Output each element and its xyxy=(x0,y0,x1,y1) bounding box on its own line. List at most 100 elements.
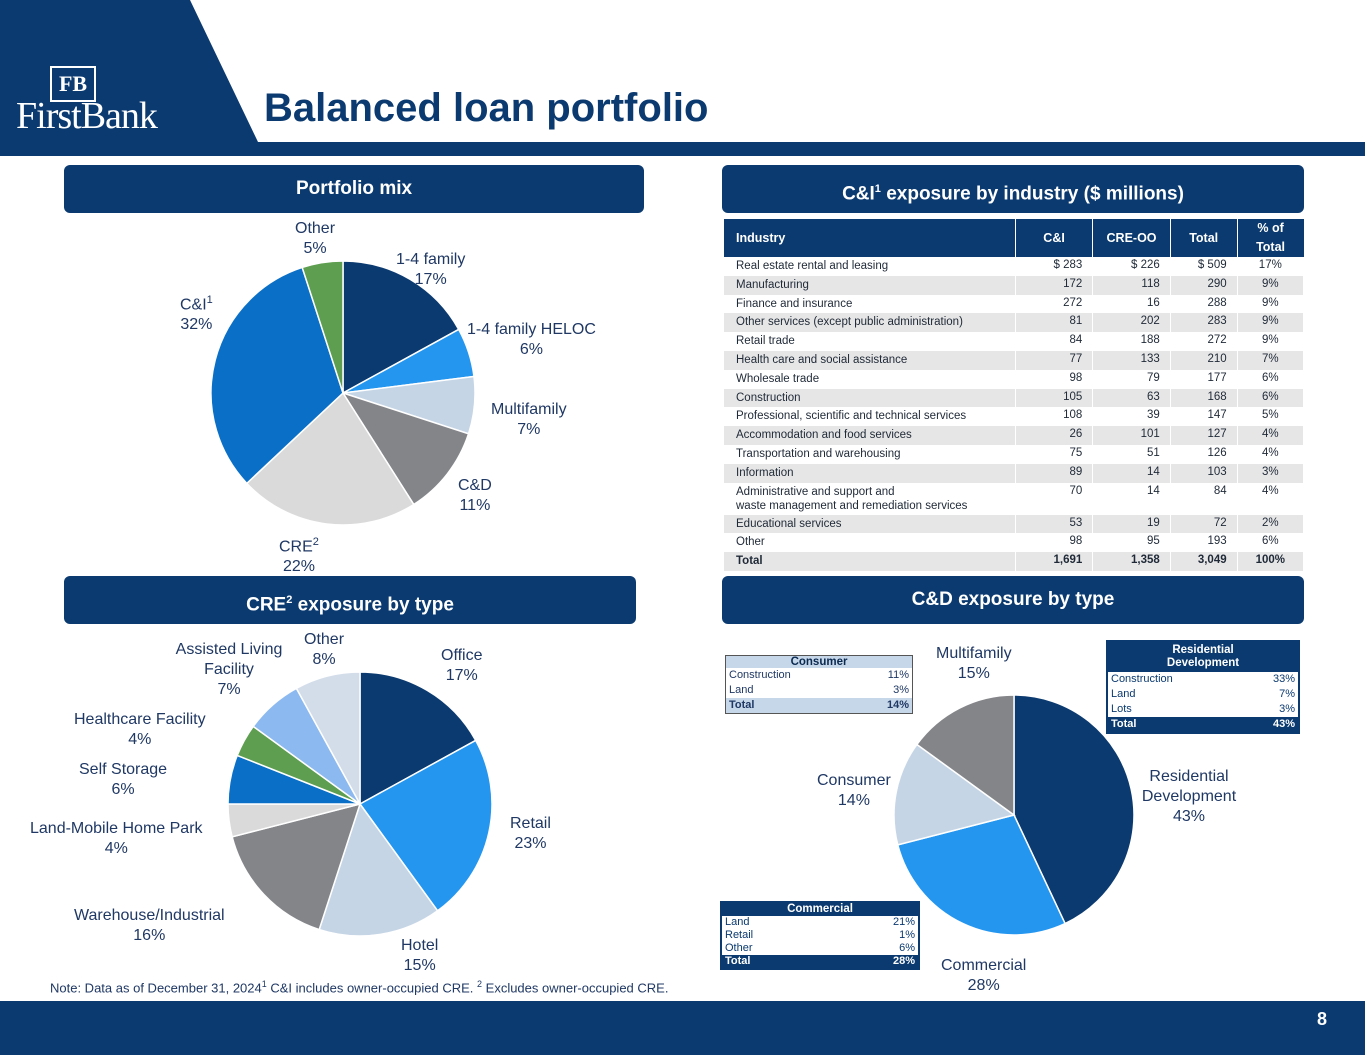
table-cell-industry: Other services (except public administra… xyxy=(724,313,1016,333)
table-cell: $ 509 xyxy=(1170,257,1238,276)
table-total-cell: 3,049 xyxy=(1170,552,1238,571)
label-other: Other 5% xyxy=(295,220,336,257)
table-cell-industry: Administrative and support and waste man… xyxy=(724,482,1016,515)
table-cell: 6% xyxy=(1237,388,1305,408)
table-cell: 6% xyxy=(1237,533,1305,553)
pie-slice-c-d xyxy=(341,391,470,506)
table-cell: 19 xyxy=(1092,514,1171,534)
label-commercial: Commercial 28% xyxy=(941,957,1027,994)
table-cell: 210 xyxy=(1170,350,1238,370)
label-ci: C&I1 32% xyxy=(180,294,213,334)
table-cell: 118 xyxy=(1092,275,1171,295)
label-land-mhp: Land-Mobile Home Park 4% xyxy=(30,820,203,857)
table-cell: $ 226 xyxy=(1092,257,1171,276)
table-cell: $ 283 xyxy=(1015,257,1094,276)
table-cell: 14 xyxy=(1092,482,1171,515)
table-cell-industry: Information xyxy=(724,463,1016,483)
table-cell: 288 xyxy=(1170,294,1238,314)
table-cell: 172 xyxy=(1015,275,1094,295)
table-cell: 98 xyxy=(1015,369,1094,389)
commercial-breakdown: Commercial Land 21% Retail 1% Other 6% Tota… xyxy=(720,901,920,970)
table-row: Real estate rental and leasing $ 283 $ 226… xyxy=(724,257,1305,276)
table-cell: 147 xyxy=(1170,407,1238,427)
table-cell: 9% xyxy=(1237,275,1305,295)
table-row: Accommodation and food services 26 101 127 4… xyxy=(724,426,1305,445)
label-heloc: 1-4 family HELOC 6% xyxy=(467,321,596,358)
table-cell: 4% xyxy=(1237,426,1305,445)
table-cell: 98 xyxy=(1015,533,1094,553)
table-row: Other 98 95 193 6% xyxy=(724,533,1305,553)
table-row: Transportation and warehousing 75 51 126 4% xyxy=(724,444,1305,464)
pie-slice-c-i xyxy=(210,266,344,485)
consumer-row: Construction 11% xyxy=(729,669,909,681)
residential-row: Land 7% xyxy=(1111,688,1295,700)
pie-slice-retail xyxy=(358,739,493,912)
table-total-cell: 100% xyxy=(1237,552,1305,571)
table-cell-industry: Construction xyxy=(724,388,1016,408)
table-cell: 6% xyxy=(1237,369,1305,389)
pie-slice-other xyxy=(295,671,361,805)
label-healthcare: Healthcare Facility 4% xyxy=(74,711,206,748)
table-cell: 2% xyxy=(1237,514,1305,534)
table-cell: 127 xyxy=(1170,426,1238,445)
table-cell: 9% xyxy=(1237,332,1305,351)
pie-slice-office xyxy=(359,671,477,806)
page-title: Balanced loan portfolio xyxy=(264,86,709,130)
table-row: Retail trade 84 188 272 9% xyxy=(724,332,1305,351)
table-cell: 272 xyxy=(1015,294,1094,314)
label-hotel: Hotel 15% xyxy=(401,937,439,974)
commercial-row: Land 21% xyxy=(725,916,915,928)
label-cd: C&D 11% xyxy=(458,477,492,514)
table-cell: 7% xyxy=(1237,350,1305,370)
residential-row: Lots 3% xyxy=(1111,703,1295,715)
table-cell-industry: Accommodation and food services xyxy=(724,426,1016,445)
table-cell-industry: Manufacturing xyxy=(724,275,1016,295)
table-cell: 4% xyxy=(1237,444,1305,464)
label-warehouse: Warehouse/Industrial 16% xyxy=(74,907,225,944)
table-cell: 84 xyxy=(1170,482,1238,515)
residential-row: Construction 33% xyxy=(1111,673,1295,685)
label-cre: CRE2 22% xyxy=(279,536,319,576)
table-cell: 89 xyxy=(1015,463,1094,483)
table-cell: 133 xyxy=(1092,350,1171,370)
table-row: Professional, scientific and technical s… xyxy=(724,407,1305,427)
table-cell: 51 xyxy=(1092,444,1171,464)
section-cre-exposure: CRE2 exposure by type xyxy=(64,576,636,624)
table-cell: 14 xyxy=(1092,463,1171,483)
table-cell-industry: Wholesale trade xyxy=(724,369,1016,389)
table-row: Manufacturing 172 118 290 9% xyxy=(724,275,1305,295)
col-industry: Industry xyxy=(724,219,1016,257)
table-cell: 75 xyxy=(1015,444,1094,464)
table-cell: 63 xyxy=(1092,388,1171,408)
industry-table: Industry C&I CRE-OO Total % of Total Rea… xyxy=(724,219,1305,571)
commercial-row: Retail 1% xyxy=(725,929,915,941)
section-portfolio-mix: Portfolio mix xyxy=(64,165,644,213)
table-cell: 290 xyxy=(1170,275,1238,295)
page-number: 8 xyxy=(1316,1009,1327,1029)
table-cell: 272 xyxy=(1170,332,1238,351)
table-row: Wholesale trade 98 79 177 6% xyxy=(724,369,1305,389)
residential-breakdown-title: Residential Development xyxy=(1108,642,1298,672)
header-banner xyxy=(0,0,1365,156)
label-multifamily: Multifamily 7% xyxy=(491,401,567,438)
pie-slice-1-4-family xyxy=(342,260,460,395)
table-row: Administrative and support and waste man… xyxy=(724,482,1305,515)
table-cell: 5% xyxy=(1237,407,1305,427)
table-row: Information 89 14 103 3% xyxy=(724,463,1305,483)
table-cell: 53 xyxy=(1015,514,1094,534)
section-ci-exposure: C&I1 exposure by industry ($ millions) xyxy=(722,165,1304,213)
consumer-total: Total 14% xyxy=(726,698,912,713)
table-cell: 105 xyxy=(1015,388,1094,408)
commercial-row: Other 6% xyxy=(725,942,915,954)
table-cell: 9% xyxy=(1237,313,1305,333)
table-cell: 26 xyxy=(1015,426,1094,445)
table-cell: 193 xyxy=(1170,533,1238,553)
table-cell-industry: Real estate rental and leasing xyxy=(724,257,1016,276)
table-total-cell: Total xyxy=(724,552,1016,571)
table-row: Finance and insurance 272 16 288 9% xyxy=(724,294,1305,314)
cd-exposure-pie xyxy=(893,694,1135,936)
label-self-storage: Self Storage 6% xyxy=(79,761,168,798)
table-row: Other services (except public administra… xyxy=(724,313,1305,333)
table-cell: 16 xyxy=(1092,294,1171,314)
table-cell-industry: Educational services xyxy=(724,514,1016,534)
